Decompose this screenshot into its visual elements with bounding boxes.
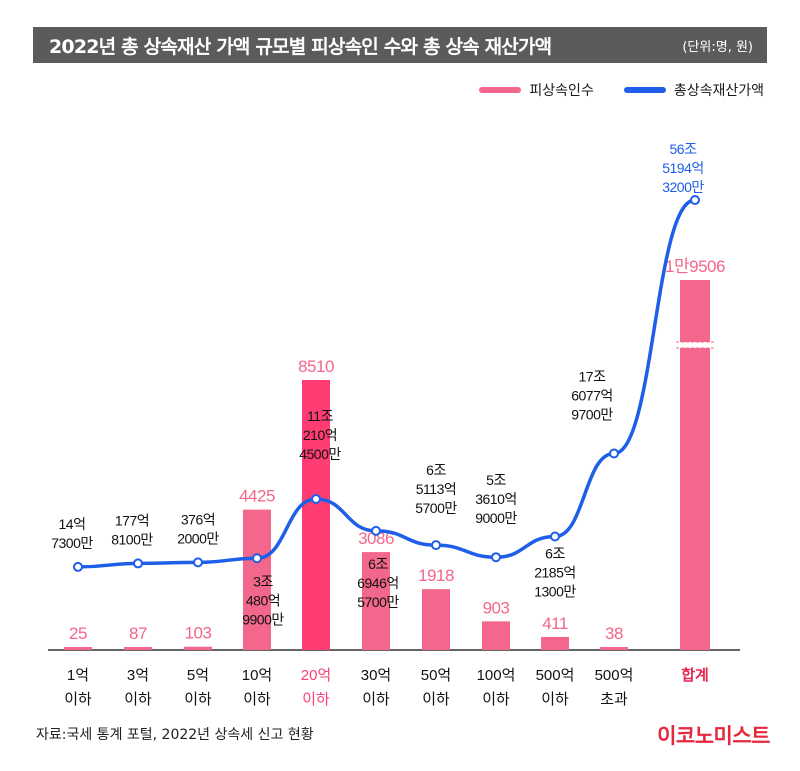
- legend-swatch-bars: [479, 87, 522, 93]
- bar-9: [600, 647, 628, 650]
- line-value-label-5: 6조 6946억 5700만: [357, 556, 399, 610]
- line-value-label-4: 11조 210억 4500만: [299, 408, 341, 462]
- bar-3: [243, 509, 271, 650]
- legend-label-bars: 피상속인수: [529, 83, 594, 99]
- line-point-3: [252, 553, 262, 564]
- line-point-7: [491, 552, 501, 563]
- bar-8: [541, 636, 569, 650]
- line-value-label-6: 6조 5113억 5700만: [415, 462, 457, 516]
- category-label-0: 1억 이하: [64, 667, 92, 708]
- line-point-10: [690, 195, 700, 205]
- line-point-5: [371, 525, 381, 536]
- line-value-label-0: 14억 7300만: [51, 516, 93, 551]
- bar-value-label-9: 38: [605, 624, 623, 643]
- line-value-label-9: 17조 6077억 9700만: [571, 368, 613, 422]
- legend-item-bars: 피상속인수: [479, 80, 594, 100]
- bar-5: [362, 552, 390, 650]
- unit-label: (단위:명, 원): [682, 39, 753, 55]
- bar-value-label-0: 25: [69, 624, 87, 643]
- category-label-7: 100억 이하: [477, 667, 516, 708]
- category-label-3: 10억 이하: [242, 667, 273, 708]
- bar-value-label-3: 4425: [239, 487, 275, 506]
- bar-value-label-4: 8510: [298, 357, 334, 376]
- legend: 피상속인수 총상속재산가액: [479, 80, 764, 100]
- bar-value-label-10: 1만9506: [665, 257, 725, 276]
- line-value-label-1: 177억 8100만: [111, 512, 153, 547]
- category-label-10: 합계: [681, 667, 709, 684]
- legend-swatch-line: [623, 87, 666, 93]
- line-value-label-2: 376억 2000만: [177, 511, 219, 546]
- line-point-0: [73, 561, 83, 572]
- chart-title: 2022년 총 상속재산 가액 규모별 피상속인 수와 총 상속 재산가액: [49, 35, 552, 58]
- category-label-6: 50억 이하: [421, 667, 452, 708]
- category-label-8: 500억 이하: [536, 667, 575, 708]
- bar-7: [482, 621, 510, 650]
- bar-value-label-6: 1918: [418, 566, 454, 585]
- line-point-6: [431, 540, 441, 551]
- category-label-9: 500억 초과: [595, 667, 634, 708]
- bar-value-label-7: 903: [483, 598, 510, 617]
- category-label-2: 5억 이하: [184, 667, 212, 708]
- line-value-label-3: 3조 480억 9900만: [242, 573, 284, 627]
- line-point-8: [550, 531, 560, 542]
- bar-value-label-8: 411: [542, 614, 568, 633]
- legend-label-line: 총상속재산가액: [673, 83, 764, 99]
- line-value-label-10: 56조 5194억 3200만: [662, 141, 704, 195]
- legend-item-line: 총상속재산가액: [623, 80, 764, 100]
- bar-0: [64, 647, 92, 650]
- title-bar: 2022년 총 상속재산 가액 규모별 피상속인 수와 총 상속 재산가액 (단…: [33, 27, 767, 63]
- line-point-2: [193, 557, 203, 568]
- bar-2: [184, 646, 212, 650]
- line-point-9: [609, 448, 619, 459]
- category-label-1: 3억 이하: [124, 667, 152, 708]
- bar-1: [124, 647, 152, 650]
- category-label-4: 20억 이하: [301, 667, 332, 708]
- category-label-5: 30억 이하: [361, 667, 392, 708]
- axis-break-gap: [678, 342, 712, 348]
- source-note: 자료:국세 통계 포털, 2022년 상속세 신고 현황: [36, 727, 314, 743]
- line-point-4: [311, 494, 321, 505]
- brand-logo: 이코노미스트: [657, 724, 770, 748]
- line-value-label-8: 6조 2185억 1300만: [534, 545, 576, 599]
- bar-value-label-2: 103: [185, 624, 212, 643]
- bar-4: [302, 380, 330, 650]
- bar-10: [680, 280, 710, 650]
- bar-6: [422, 589, 450, 650]
- line-point-1: [133, 558, 143, 569]
- bar-value-label-1: 87: [129, 624, 147, 643]
- line-value-label-7: 5조 3610억 9000만: [475, 472, 517, 526]
- bar-value-label-5: 3086: [358, 529, 394, 548]
